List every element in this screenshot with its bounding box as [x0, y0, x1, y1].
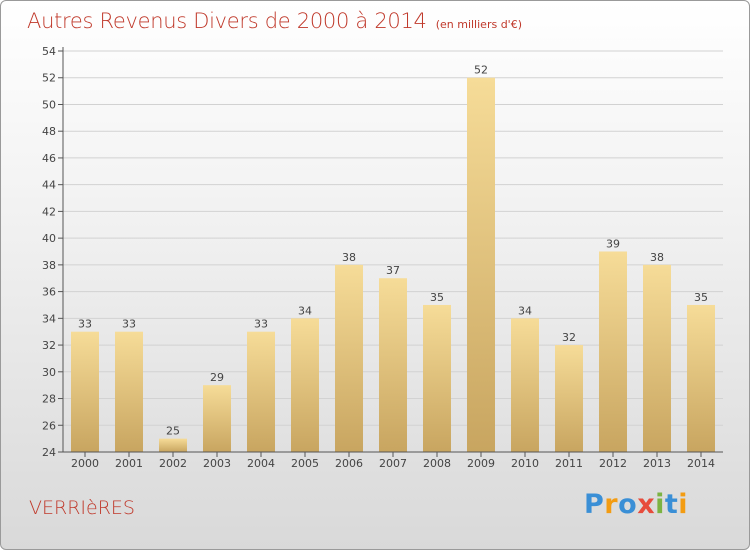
y-tick-label: 30: [42, 366, 56, 379]
bar-2005: [291, 318, 319, 452]
y-tick-label: 26: [42, 419, 56, 432]
y-tick-label: 34: [42, 312, 56, 325]
bar-2006: [335, 264, 363, 452]
logo-letter: P: [584, 489, 605, 520]
bar-2014: [687, 304, 715, 452]
y-tick-label: 40: [42, 232, 56, 245]
data-label: 35: [694, 291, 708, 304]
bars: 33 33 25 29 33 34 38 37 35 52 34 32 39 38 35: [71, 64, 715, 452]
x-tick-label: 2013: [643, 457, 671, 470]
y-tick-label: 24: [42, 446, 56, 459]
y-tick-label: 28: [42, 393, 56, 406]
axes: 24 26 28 30 32 34 36 38 40 42 44 46 48 50 52 54 2000 2001…: [42, 45, 723, 470]
data-label: 34: [298, 304, 312, 317]
place-name: VERRIèRES: [29, 497, 135, 519]
chart-title: Autres Revenus Divers de 2000 à 2014: [27, 9, 427, 33]
bar-2003: [203, 385, 231, 452]
data-label: 39: [606, 238, 620, 251]
x-tick-label: 2006: [335, 457, 363, 470]
y-tick-label: 38: [42, 259, 56, 272]
logo-letter: o: [618, 489, 638, 520]
x-tick-label: 2004: [247, 457, 275, 470]
y-tick-label: 46: [42, 152, 56, 165]
logo-letter: x: [637, 489, 656, 520]
data-label: 37: [386, 264, 400, 277]
y-tick-label: 32: [42, 339, 56, 352]
bar-2001: [115, 331, 143, 452]
data-label: 38: [650, 251, 664, 264]
bar-chart: 33 33 25 29 33 34 38 37 35 52 34 32 39 38 35 24 26 28 30 3…: [42, 45, 723, 470]
x-tick-label: 2005: [291, 457, 319, 470]
x-tick-label: 2014: [687, 457, 715, 470]
y-tick-label: 50: [42, 98, 56, 111]
data-label: 25: [166, 425, 180, 438]
bar-2002: [159, 438, 187, 452]
x-tick-label: 2007: [379, 457, 407, 470]
bar-2012: [599, 251, 627, 452]
data-label: 34: [518, 304, 532, 317]
x-tick-label: 2008: [423, 457, 451, 470]
data-label: 33: [78, 318, 92, 331]
bar-2000: [71, 331, 99, 452]
data-label: 38: [342, 251, 356, 264]
y-tick-label: 42: [42, 205, 56, 218]
bar-2013: [643, 264, 671, 452]
logo-letter: r: [604, 489, 619, 520]
data-label: 29: [210, 371, 224, 384]
bar-2009: [467, 77, 495, 452]
bar-2004: [247, 331, 275, 452]
x-tick-label: 2001: [115, 457, 143, 470]
bar-2010: [511, 318, 539, 452]
data-label: 35: [430, 291, 444, 304]
y-tick-label: 48: [42, 125, 56, 138]
data-label: 33: [122, 318, 136, 331]
x-tick-label: 2000: [71, 457, 99, 470]
x-tick-label: 2002: [159, 457, 187, 470]
x-tick-label: 2012: [599, 457, 627, 470]
logo-letter: t: [664, 489, 679, 520]
y-tick-label: 52: [42, 72, 56, 85]
x-tick-label: 2003: [203, 457, 231, 470]
chart-subtitle: (en milliers d'€): [435, 18, 522, 31]
x-tick-label: 2011: [555, 457, 583, 470]
y-tick-label: 44: [42, 179, 56, 192]
data-label: 52: [474, 64, 488, 77]
data-label: 33: [254, 318, 268, 331]
bar-2008: [423, 304, 451, 452]
proxiti-logo[interactable]: Proxiti: [584, 489, 688, 520]
chart-title-row: Autres Revenus Divers de 2000 à 2014 (en…: [27, 9, 522, 33]
x-tick-label: 2010: [511, 457, 539, 470]
logo-letter: i: [655, 489, 665, 520]
data-label: 32: [562, 331, 576, 344]
x-tick-label: 2009: [467, 457, 495, 470]
bar-2007: [379, 278, 407, 452]
bar-2011: [555, 345, 583, 452]
y-tick-label: 54: [42, 45, 56, 58]
y-tick-label: 36: [42, 286, 56, 299]
logo-letter: i: [678, 489, 689, 520]
